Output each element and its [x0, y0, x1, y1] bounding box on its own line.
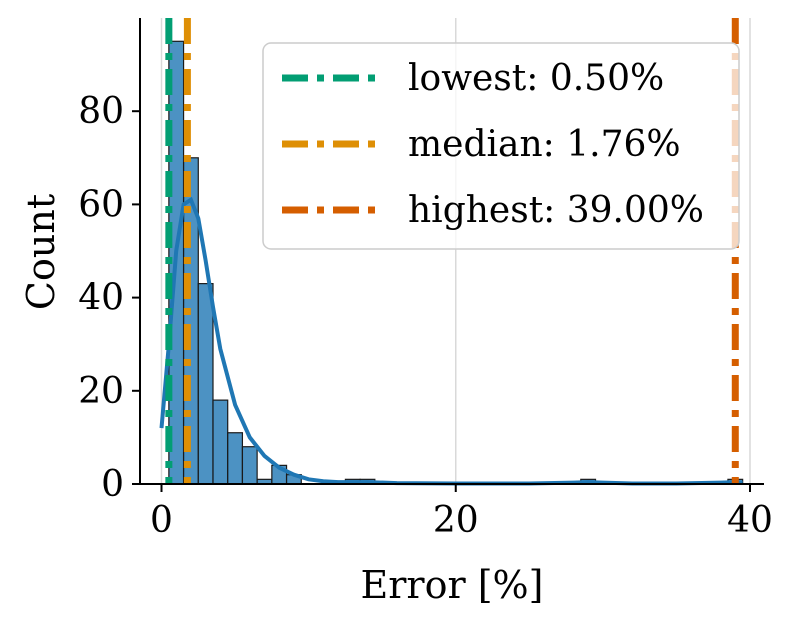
x-tick-label-20: 20 [433, 500, 479, 541]
legend-box [262, 42, 740, 250]
legend-label-1: median: 1.76% [408, 124, 681, 165]
legend: lowest: 0.50% median: 1.76% highest: 39.00… [262, 42, 740, 250]
kde-curve [159, 196, 743, 486]
y-tick-label-20: 20 [78, 371, 124, 412]
y-ticks: 0 20 40 60 80 [78, 91, 140, 505]
x-tick-label-0: 0 [150, 500, 173, 541]
y-tick-label-80: 80 [78, 91, 124, 132]
axes [139, 18, 764, 485]
x-tick-label-40: 40 [727, 500, 773, 541]
legend-label-0: lowest: 0.50% [408, 58, 664, 99]
histogram-bar-5 [241, 446, 258, 485]
y-tick-label-40: 40 [78, 278, 124, 319]
x-axis-label: Error [%] [361, 563, 544, 607]
y-tick-label-60: 60 [78, 184, 124, 225]
y-axis-label: Count [19, 194, 63, 310]
y-tick-label-0: 0 [101, 464, 124, 505]
x-ticks: 0 20 40 [150, 484, 773, 541]
histogram-bar-3 [212, 399, 229, 485]
histogram-bar-4 [227, 432, 244, 485]
legend-label-2: highest: 39.00% [408, 190, 704, 231]
histogram-bar-2 [197, 283, 214, 485]
